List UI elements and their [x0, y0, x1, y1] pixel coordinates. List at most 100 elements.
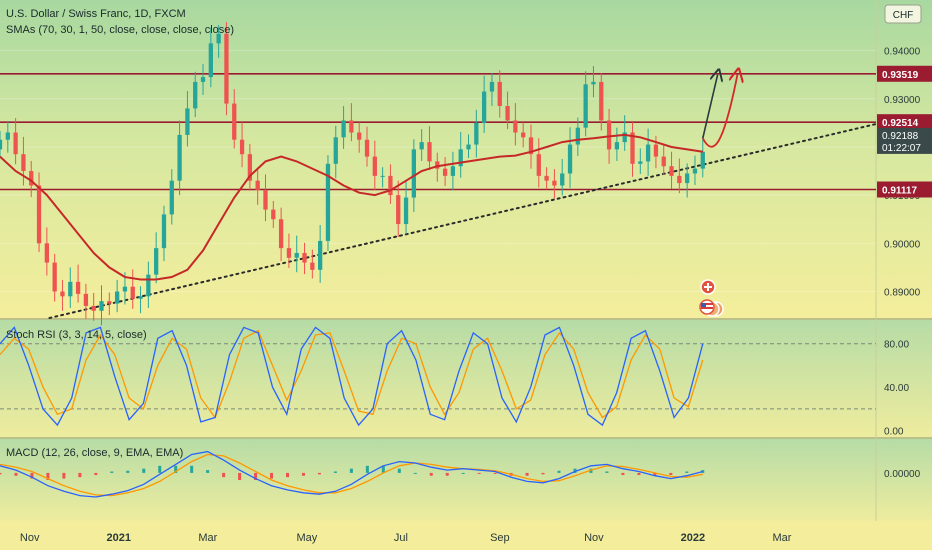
- candle-body[interactable]: [216, 33, 221, 44]
- candle-body[interactable]: [450, 166, 456, 176]
- price-axis[interactable]: 0.940000.930000.920000.910000.900000.890…: [877, 47, 932, 299]
- pullback-projection-curve[interactable]: [701, 75, 738, 148]
- candle-body[interactable]: [208, 43, 213, 78]
- candle-body[interactable]: [52, 262, 57, 292]
- candle-body[interactable]: [341, 120, 346, 138]
- candle-body[interactable]: [614, 142, 620, 150]
- candle-body[interactable]: [325, 163, 331, 241]
- candle-body[interactable]: [154, 248, 159, 275]
- candle-body[interactable]: [349, 120, 354, 133]
- stoch-rsi-label[interactable]: Stoch RSI (3, 3, 14, 5, close): [6, 329, 147, 341]
- candle-body[interactable]: [536, 154, 541, 176]
- candle-body[interactable]: [0, 139, 3, 150]
- candle-body[interactable]: [130, 286, 135, 299]
- macd-pane[interactable]: 0.00000: [0, 450, 921, 498]
- candle-body[interactable]: [302, 252, 307, 263]
- candle-body[interactable]: [583, 84, 588, 128]
- candle-body[interactable]: [645, 144, 651, 162]
- candle-body[interactable]: [435, 161, 440, 169]
- candle-body[interactable]: [138, 296, 143, 299]
- candle-body[interactable]: [232, 103, 237, 140]
- candle-body[interactable]: [310, 262, 315, 270]
- candle-body[interactable]: [442, 168, 448, 176]
- candle-body[interactable]: [396, 195, 401, 225]
- candle-body[interactable]: [380, 175, 385, 177]
- candlesticks[interactable]: [0, 22, 705, 326]
- candle-body[interactable]: [114, 291, 120, 304]
- stoch-k-line[interactable]: [0, 326, 704, 427]
- sma-polyline[interactable]: [0, 133, 703, 281]
- trendline[interactable]: [48, 121, 882, 319]
- candle-body[interactable]: [294, 252, 299, 258]
- candle-body[interactable]: [278, 219, 284, 249]
- candle-body[interactable]: [255, 180, 260, 191]
- candle-body[interactable]: [544, 175, 549, 181]
- time-axis[interactable]: Nov 2021 Mar May Jul Sep Nov 2022 Mar: [20, 532, 792, 544]
- candle-body[interactable]: [185, 108, 190, 135]
- stoch-d-line[interactable]: [0, 329, 704, 419]
- candle-body[interactable]: [497, 81, 502, 106]
- trendline-dotted[interactable]: [48, 121, 882, 319]
- projection-arrows[interactable]: [701, 75, 738, 148]
- candle-body[interactable]: [505, 106, 510, 121]
- candle-body[interactable]: [458, 149, 463, 167]
- candle-body[interactable]: [146, 274, 151, 297]
- level-price-tag[interactable]: [877, 65, 932, 82]
- candle-body[interactable]: [21, 154, 26, 172]
- candle-body[interactable]: [60, 291, 65, 297]
- candle-body[interactable]: [685, 173, 690, 184]
- candle-body[interactable]: [411, 149, 417, 198]
- bullish-projection-arrow[interactable]: [702, 75, 718, 139]
- candle-body[interactable]: [107, 301, 112, 304]
- candle-body[interactable]: [29, 171, 34, 186]
- candle-body[interactable]: [247, 154, 253, 181]
- us-flag-event-icon[interactable]: [699, 299, 724, 317]
- currency-button[interactable]: [884, 4, 922, 24]
- candle-body[interactable]: [653, 144, 659, 157]
- candle-body[interactable]: [83, 293, 89, 306]
- candle-body[interactable]: [388, 175, 393, 196]
- level-price-tag[interactable]: [877, 114, 932, 131]
- candle-body[interactable]: [567, 144, 573, 174]
- candle-body[interactable]: [177, 134, 182, 181]
- candle-body[interactable]: [318, 240, 323, 270]
- sma-indicator-label[interactable]: SMAs (70, 30, 1, 50, close, close, close…: [6, 24, 234, 36]
- candle-body[interactable]: [333, 137, 338, 164]
- candle-body[interactable]: [239, 139, 245, 155]
- candle-body[interactable]: [271, 209, 276, 220]
- candle-body[interactable]: [669, 166, 674, 176]
- candle-body[interactable]: [364, 139, 370, 157]
- candle-body[interactable]: [474, 122, 479, 145]
- candle-body[interactable]: [419, 142, 424, 150]
- candle-body[interactable]: [552, 180, 557, 186]
- candle-body[interactable]: [700, 151, 705, 169]
- candle-body[interactable]: [224, 33, 229, 104]
- candle-body[interactable]: [44, 243, 49, 263]
- macd-line[interactable]: [0, 450, 703, 498]
- stoch-rsi-pane[interactable]: 80.00 40.00 0.00: [0, 326, 909, 438]
- level-price-tag[interactable]: [877, 181, 932, 198]
- candle-body[interactable]: [638, 161, 643, 164]
- candle-body[interactable]: [403, 197, 409, 225]
- macd-signal-line[interactable]: [0, 453, 703, 497]
- candle-body[interactable]: [591, 81, 596, 85]
- candle-body[interactable]: [622, 132, 627, 143]
- candle-body[interactable]: [677, 175, 682, 184]
- candle-body[interactable]: [286, 248, 292, 258]
- candle-body[interactable]: [169, 180, 174, 215]
- candle-body[interactable]: [575, 127, 580, 145]
- current-price-tag[interactable]: [877, 127, 932, 154]
- candle-body[interactable]: [68, 281, 73, 297]
- candle-body[interactable]: [528, 137, 534, 155]
- candle-body[interactable]: [466, 144, 471, 150]
- candle-body[interactable]: [606, 120, 612, 150]
- candle-body[interactable]: [99, 301, 104, 311]
- candle-body[interactable]: [13, 132, 18, 155]
- candle-body[interactable]: [372, 156, 377, 176]
- candle-body[interactable]: [263, 190, 268, 210]
- candle-body[interactable]: [661, 156, 666, 167]
- candle-body[interactable]: [481, 91, 487, 123]
- candle-body[interactable]: [521, 132, 526, 138]
- candle-body[interactable]: [5, 132, 10, 140]
